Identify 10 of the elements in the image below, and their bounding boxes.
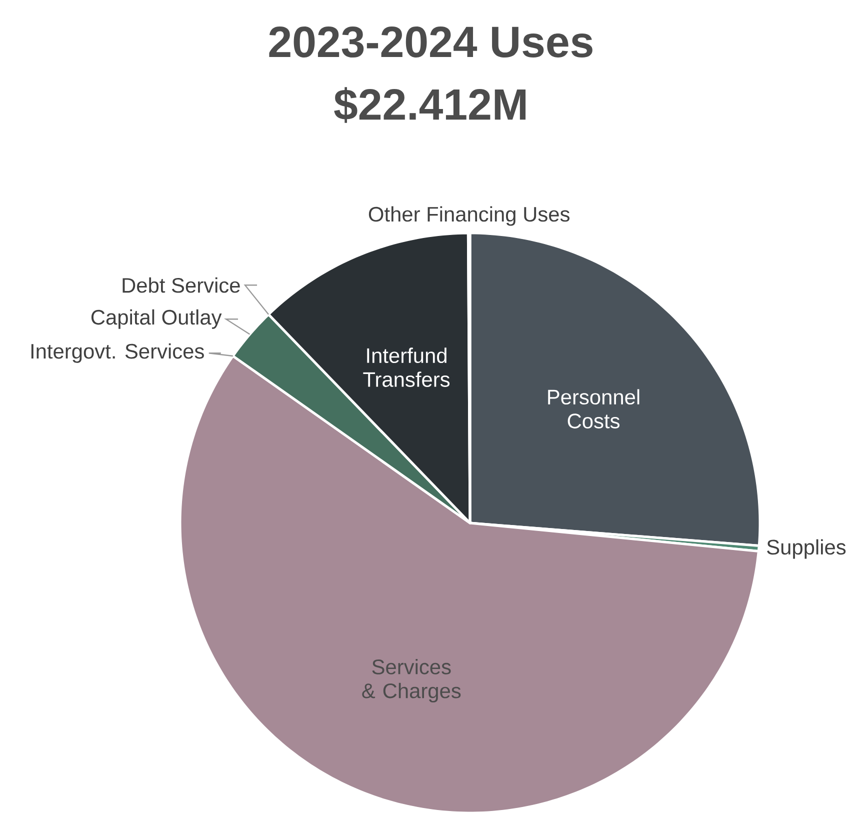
- legend-label: Intergovt. Services: [31, 343, 204, 363]
- chart-subtitle: $22.412M: [334, 87, 526, 123]
- category-label: Debt Service: [122, 277, 240, 293]
- slice-label: Interfund Transfers: [363, 348, 450, 387]
- slice-label: Capital Outlay: [91, 309, 222, 329]
- slice-label: Personnel Costs: [548, 389, 640, 428]
- slice-label: Other Financing Uses: [368, 206, 570, 226]
- chart-title: 2023-2024 Uses: [269, 26, 592, 58]
- slice-label: Services & Charges: [362, 659, 461, 702]
- slice-label: Supplies: [767, 539, 846, 559]
